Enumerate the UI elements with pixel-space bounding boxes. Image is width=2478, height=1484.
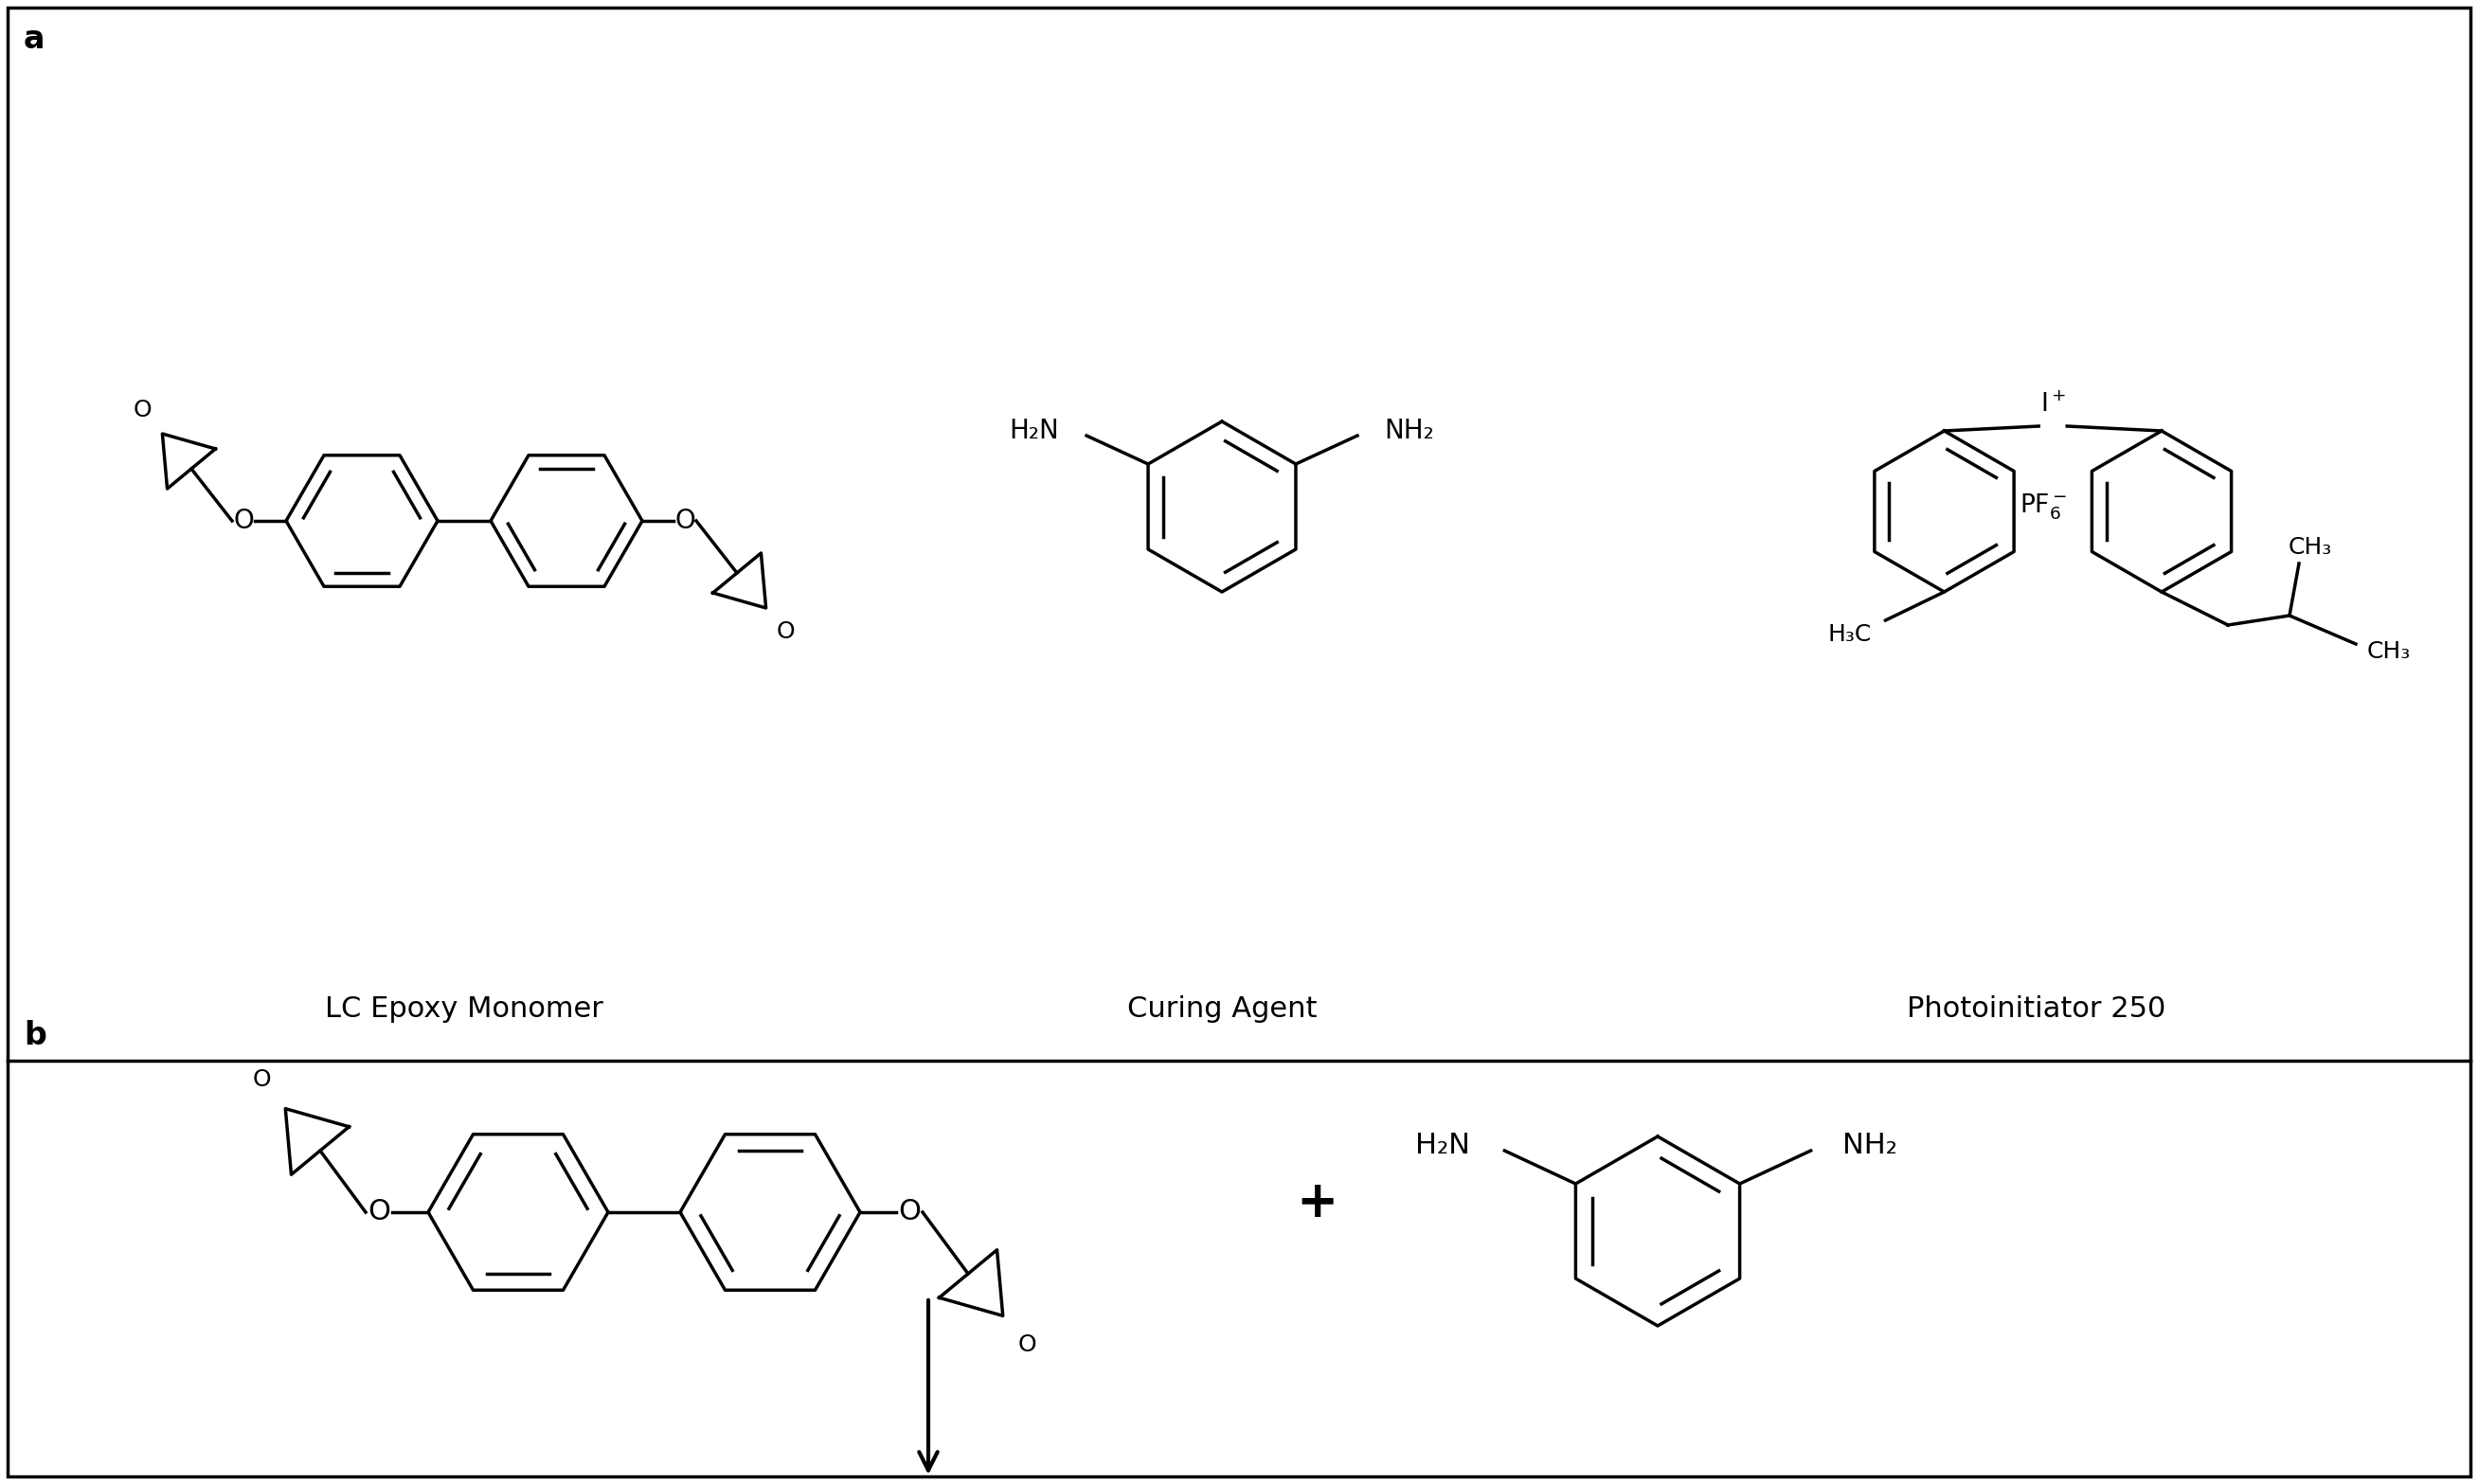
Text: H₃C: H₃C — [1829, 623, 1871, 646]
Text: O: O — [776, 620, 795, 644]
Text: NH₂: NH₂ — [1841, 1132, 1896, 1159]
Text: O: O — [897, 1199, 922, 1226]
Text: a: a — [25, 24, 45, 55]
Text: O: O — [1018, 1333, 1036, 1356]
Text: I$^+$: I$^+$ — [2039, 393, 2067, 418]
Text: O: O — [674, 508, 696, 534]
Text: O: O — [253, 1068, 270, 1091]
Text: +: + — [1296, 1178, 1338, 1227]
Text: Curing Agent: Curing Agent — [1127, 994, 1316, 1022]
Text: O: O — [134, 398, 151, 421]
Text: LC Epoxy Monomer: LC Epoxy Monomer — [325, 994, 602, 1022]
Text: Photoinitiator 250: Photoinitiator 250 — [1908, 994, 2166, 1022]
Text: H₂N: H₂N — [1415, 1132, 1469, 1159]
Text: O: O — [367, 1199, 389, 1226]
Text: O: O — [233, 508, 253, 534]
Text: CH₃: CH₃ — [2287, 536, 2332, 559]
Text: b: b — [25, 1020, 47, 1051]
Text: CH₃: CH₃ — [2366, 640, 2411, 663]
Text: PF$_6^-$: PF$_6^-$ — [2020, 491, 2067, 521]
Text: H₂N: H₂N — [1009, 417, 1061, 444]
Text: NH₂: NH₂ — [1385, 417, 1435, 444]
